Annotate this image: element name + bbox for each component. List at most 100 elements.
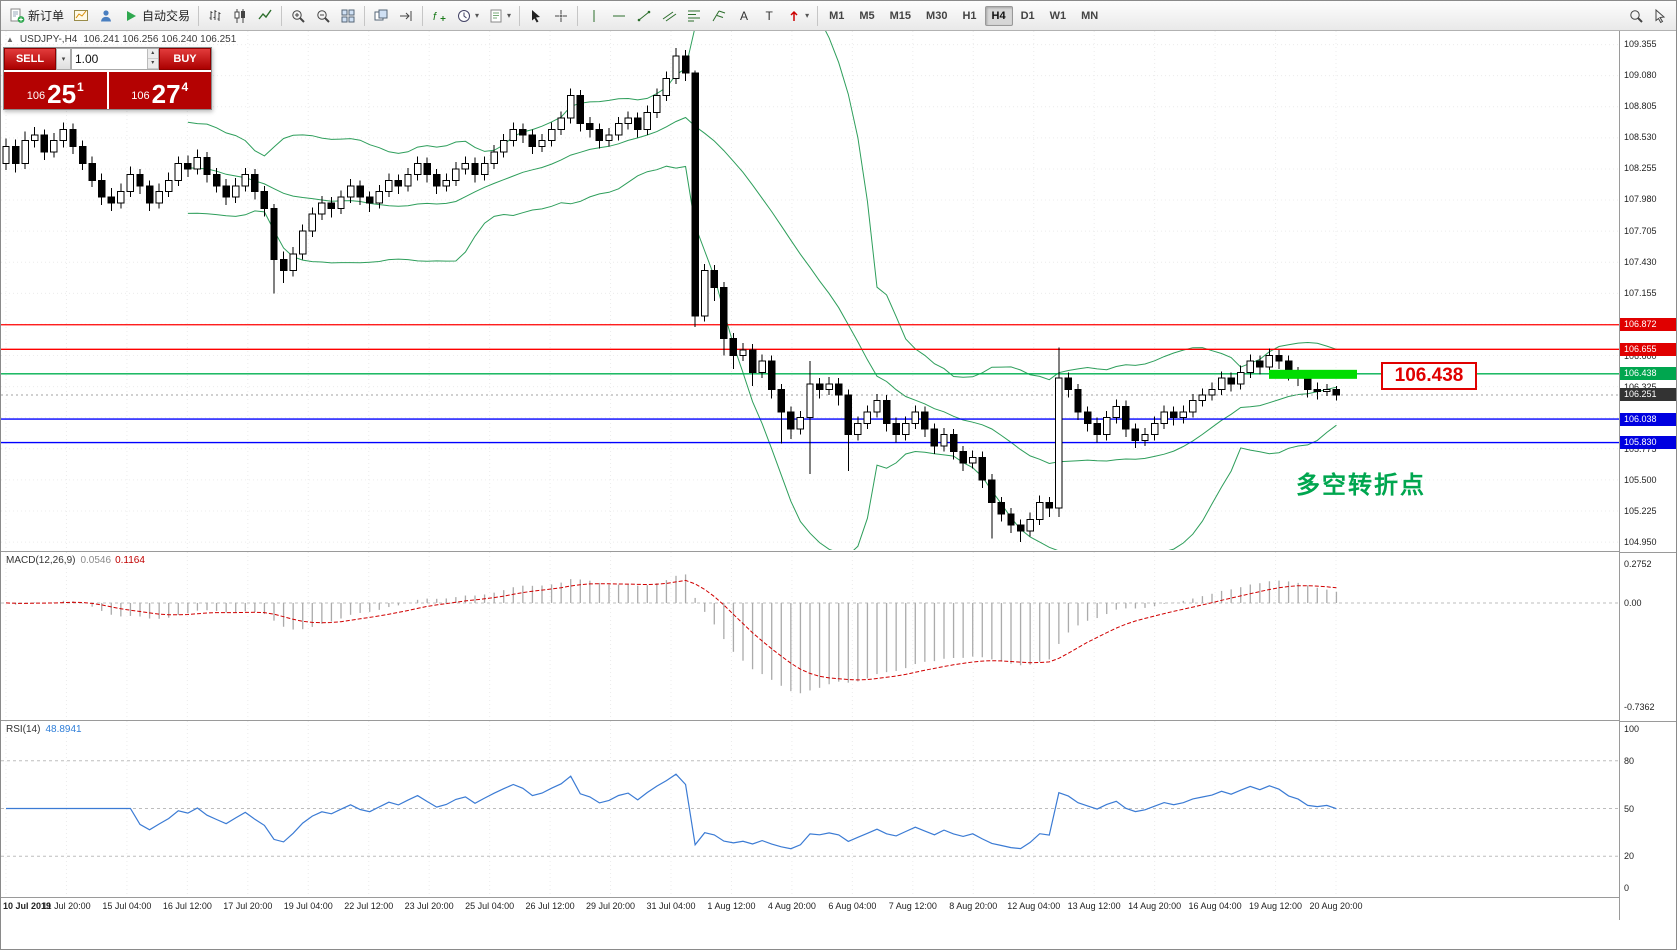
rsi-label: RSI(14) 48.8941: [6, 724, 82, 735]
ohlc-values: 106.241 106.256 106.240 106.251: [83, 34, 237, 45]
arrows-button[interactable]: ▾: [782, 4, 813, 28]
zoom-out-icon: [315, 8, 331, 24]
toolbar-separator: [422, 5, 424, 26]
turning-point-annotation[interactable]: 多空转折点: [1296, 472, 1426, 499]
channel-icon: [661, 8, 677, 24]
timeframe-M30-button[interactable]: M30: [919, 6, 954, 26]
cursor-button[interactable]: [524, 4, 548, 28]
timeframe-H4-button[interactable]: H4: [984, 5, 1013, 26]
profiles-button[interactable]: [94, 4, 118, 28]
rsi-tick: 80: [1624, 755, 1635, 766]
candlestick-chart: [1, 31, 1621, 550]
cursor-icon: [528, 8, 544, 24]
timeframe-D1-button[interactable]: D1: [1014, 6, 1042, 26]
time-label: 17 Jul 20:00: [223, 901, 273, 911]
time-label: 20 Aug 20:00: [1309, 901, 1363, 911]
time-label: 14 Aug 20:00: [1128, 901, 1182, 911]
line-chart-icon: [257, 8, 273, 24]
line-chart-button[interactable]: [253, 4, 277, 28]
toolbar-separator: [364, 5, 366, 26]
andrews-icon: [711, 8, 727, 24]
time-label: 29 Jul 20:00: [586, 901, 636, 911]
vline-button[interactable]: [582, 4, 606, 28]
timeframe-M1-button[interactable]: M1: [822, 6, 851, 26]
volume-up-button[interactable]: ▴: [147, 49, 158, 59]
channel-button[interactable]: [657, 4, 681, 28]
sell-price-button[interactable]: 106 25 1: [4, 72, 107, 109]
templates-button[interactable]: ▾: [484, 4, 515, 28]
sell-price-big: 25: [47, 79, 77, 109]
label-button[interactable]: T: [757, 4, 781, 28]
price-tick: 108.530: [1624, 132, 1657, 143]
volume-input[interactable]: [72, 49, 147, 69]
svg-text:T: T: [766, 9, 774, 23]
volume-dropdown-button[interactable]: ▾: [56, 48, 71, 70]
green-highlight-marker[interactable]: [1269, 369, 1357, 379]
andrews-button[interactable]: [707, 4, 731, 28]
time-axis[interactable]: 10 Jul 2019 11 Jul 20:00 15 Jul 04:00 16 Ju…: [1, 898, 1621, 920]
shift-button[interactable]: [394, 4, 418, 28]
bar-chart-button[interactable]: [203, 4, 227, 28]
pane-divider[interactable]: [1620, 552, 1676, 553]
timeframe-M15-button[interactable]: M15: [883, 6, 918, 26]
trendline-icon: [636, 8, 652, 24]
toolbar: 新订单 自动交易 f ▾ ▾ A T ▾ M1 M5 M15 M30 H1 H4 D1 W1 MN: [1, 1, 1676, 31]
pointer2-button[interactable]: [1648, 4, 1672, 28]
pane-divider[interactable]: [1620, 721, 1676, 722]
toolbar-separator: [519, 5, 521, 26]
grid: [1, 31, 1621, 550]
bollinger-bands: [187, 31, 1337, 550]
caret-down-icon: ▾: [507, 11, 512, 20]
sell-price-prefix: 106: [26, 90, 46, 102]
trendline-button[interactable]: [632, 4, 656, 28]
price-tick: 109.080: [1624, 70, 1657, 81]
one-click-trading-panel: SELL ▾ ▴ ▾ BUY 106 25 1 106: [3, 47, 212, 110]
collapse-trade-panel-icon[interactable]: ▲: [6, 35, 14, 44]
fibo-icon: [686, 8, 702, 24]
price-label-105.830: 105.830: [1620, 436, 1676, 450]
periods-icon: [456, 8, 472, 24]
templates-icon: [488, 8, 504, 24]
volume-down-button[interactable]: ▾: [147, 59, 158, 69]
macd-tick: -0.7362: [1624, 702, 1655, 713]
rsi-line: [6, 773, 1337, 850]
indicators-button[interactable]: f: [427, 4, 451, 28]
sell-button[interactable]: SELL: [4, 48, 56, 70]
candles-button[interactable]: [228, 4, 252, 28]
macd-label: MACD(12,26,9) 0.0546 0.1164: [6, 555, 145, 566]
timeframe-MN-button[interactable]: MN: [1074, 6, 1105, 26]
charts-button[interactable]: [69, 4, 93, 28]
charts-icon: [73, 8, 89, 24]
time-label: 23 Jul 20:00: [404, 901, 454, 911]
timeframe-M5-button[interactable]: M5: [852, 6, 881, 26]
timeframe-W1-button[interactable]: W1: [1043, 6, 1074, 26]
pointer2-icon: [1652, 8, 1668, 24]
zoom-in-button[interactable]: [286, 4, 310, 28]
new-order-button[interactable]: 新订单: [5, 4, 68, 28]
rsi-tick: 0: [1624, 883, 1630, 894]
hline-button[interactable]: [607, 4, 631, 28]
caret-down-icon: ▾: [475, 11, 480, 20]
buy-price-button[interactable]: 106 27 4: [106, 72, 211, 109]
arrange-button[interactable]: [369, 4, 393, 28]
search-button[interactable]: [1624, 4, 1648, 28]
crosshair-button[interactable]: [549, 4, 573, 28]
play-button[interactable]: 自动交易: [119, 4, 194, 28]
periods-button[interactable]: ▾: [452, 4, 483, 28]
buy-button[interactable]: BUY: [159, 48, 211, 70]
tile-windows-button[interactable]: [336, 4, 360, 28]
arrows-icon: [786, 8, 802, 24]
price-axis[interactable]: 109.355 109.080 108.805 108.530 108.255 107.9…: [1619, 31, 1676, 920]
text-button[interactable]: A: [732, 4, 756, 28]
time-label: 1 Aug 12:00: [707, 901, 756, 911]
new-order-icon: [9, 8, 25, 24]
timeframe-H1-button[interactable]: H1: [955, 6, 983, 26]
price-callout-box[interactable]: 106.438: [1381, 362, 1477, 390]
arrange-icon: [373, 8, 389, 24]
svg-text:f: f: [433, 11, 437, 23]
rsi-value: 48.8941: [45, 724, 82, 735]
zoom-out-button[interactable]: [311, 4, 335, 28]
price-label-106.438: 106.438: [1620, 367, 1676, 381]
fibo-button[interactable]: [682, 4, 706, 28]
